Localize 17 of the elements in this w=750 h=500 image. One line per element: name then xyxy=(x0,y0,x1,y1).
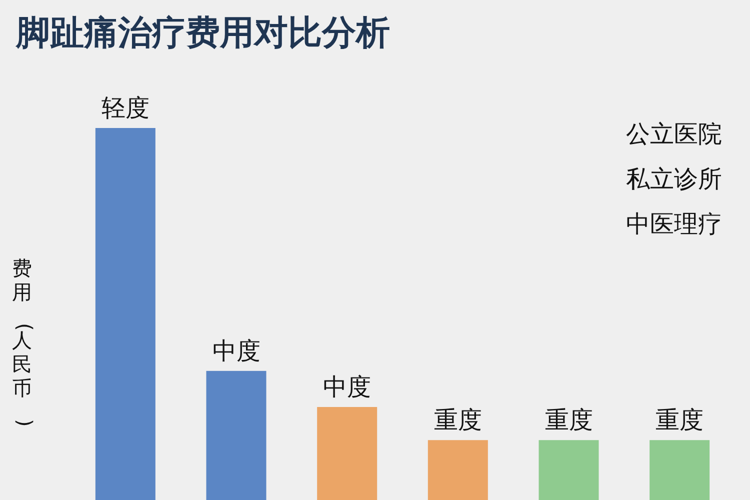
x-tick-label: 中度 xyxy=(323,373,372,401)
y-axis-title: 费用(人民币) xyxy=(12,256,38,427)
x-tick-label: 轻度 xyxy=(101,94,150,122)
x-tick-label: 重度 xyxy=(544,406,593,434)
x-tick-label: 中度 xyxy=(212,336,260,365)
x-tick-label: 重度 xyxy=(656,406,704,434)
bar xyxy=(650,440,710,500)
bar xyxy=(428,440,488,500)
x-tick-label: 重度 xyxy=(434,406,482,434)
annotation: 中医理疗 xyxy=(626,210,722,238)
bar xyxy=(317,407,378,500)
chart-title: 脚趾痛治疗费用对比分析 xyxy=(15,13,390,53)
annotation: 私立诊所 xyxy=(626,165,722,193)
bar xyxy=(206,370,266,500)
bar xyxy=(538,440,599,500)
annotation: 公立医院 xyxy=(626,120,722,148)
bar xyxy=(95,128,156,500)
